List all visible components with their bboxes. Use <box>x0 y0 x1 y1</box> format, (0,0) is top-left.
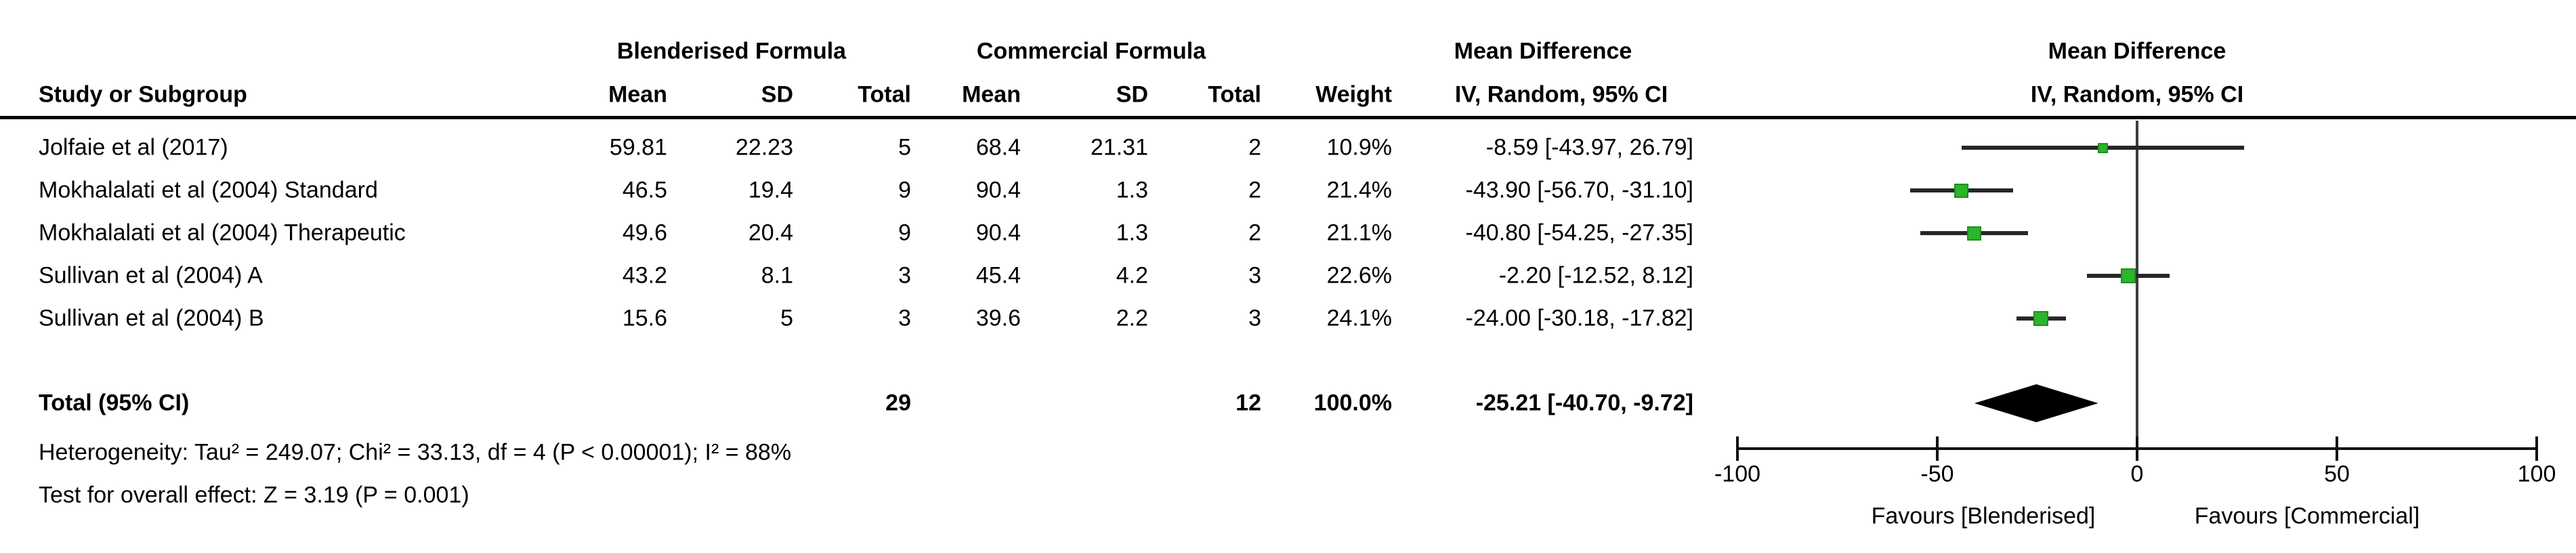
ci-cell: -40.80 [-54.25, -27.35] <box>1465 220 1693 246</box>
axis-tick <box>2136 436 2138 461</box>
group-header-commercial: Commercial Formula <box>976 38 1206 64</box>
mean1-cell: 15.6 <box>622 305 667 331</box>
weight-cell: 21.4% <box>1326 177 1392 203</box>
sd2-cell: 4.2 <box>1116 262 1148 289</box>
sd1-cell: 19.4 <box>748 177 793 203</box>
total-row-label: Total (95% CI) <box>39 390 190 416</box>
study-name: Mokhalalati et al (2004) Therapeutic <box>39 220 406 246</box>
sd2-cell: 21.31 <box>1090 134 1148 161</box>
total-row-total1: 29 <box>885 390 911 416</box>
study-column-header: Study or Subgroup <box>39 81 247 108</box>
plot-ci-column-header: IV, Random, 95% CI <box>2030 81 2244 108</box>
total1-column-header: Total <box>858 81 911 108</box>
sd1-column-header: SD <box>761 81 793 108</box>
ci-cell: -8.59 [-43.97, 26.79] <box>1485 134 1693 161</box>
effect-square-marker <box>2097 142 2108 153</box>
favours-left-label: Favours [Blenderised] <box>1871 503 2096 529</box>
axis-tick-label: -100 <box>1714 461 1761 487</box>
total2-cell: 2 <box>1248 134 1261 161</box>
sd2-cell: 1.3 <box>1116 220 1148 246</box>
axis-tick-label: 0 <box>2130 461 2144 487</box>
mean2-cell: 90.4 <box>975 220 1021 246</box>
total-row-ci-text: -25.21 [-40.70, -9.72] <box>1475 390 1693 416</box>
total1-cell: 9 <box>898 177 911 203</box>
axis-tick <box>1936 436 1939 461</box>
total2-cell: 3 <box>1248 305 1261 331</box>
header-divider <box>0 116 2576 119</box>
mean1-column-header: Mean <box>608 81 667 108</box>
zero-line <box>2136 121 2138 459</box>
effect-column-group-header: Mean Difference <box>1454 38 1632 64</box>
axis-tick-label: 50 <box>2324 461 2350 487</box>
total2-cell: 2 <box>1248 220 1261 246</box>
sd2-cell: 1.3 <box>1116 177 1148 203</box>
sd1-cell: 8.1 <box>761 262 793 289</box>
study-name: Sullivan et al (2004) B <box>39 305 264 331</box>
effect-square-marker <box>1966 226 1981 241</box>
effect-square-marker <box>2121 268 2136 283</box>
mean2-cell: 68.4 <box>975 134 1021 161</box>
weight-cell: 22.6% <box>1326 262 1392 289</box>
mean1-cell: 59.81 <box>609 134 667 161</box>
study-name: Jolfaie et al (2017) <box>39 134 228 161</box>
ci-cell: -2.20 [-12.52, 8.12] <box>1498 262 1693 289</box>
total-row-weight: 100.0% <box>1313 390 1392 416</box>
mean1-cell: 49.6 <box>622 220 667 246</box>
axis-tick <box>2535 436 2538 461</box>
mean2-cell: 45.4 <box>975 262 1021 289</box>
weight-cell: 24.1% <box>1326 305 1392 331</box>
mean2-cell: 90.4 <box>975 177 1021 203</box>
mean2-cell: 39.6 <box>975 305 1021 331</box>
weight-cell: 10.9% <box>1326 134 1392 161</box>
weight-cell: 21.1% <box>1326 220 1392 246</box>
sd1-cell: 5 <box>780 305 793 331</box>
weight-column-header: Weight <box>1315 81 1392 108</box>
mean1-cell: 46.5 <box>622 177 667 203</box>
total1-cell: 3 <box>898 262 911 289</box>
mean2-column-header: Mean <box>962 81 1021 108</box>
ci-column-header: IV, Random, 95% CI <box>1454 81 1668 108</box>
overall-effect-note: Test for overall effect: Z = 3.19 (P = 0… <box>39 482 469 508</box>
ci-cell: -43.90 [-56.70, -31.10] <box>1465 177 1693 203</box>
total-row-total2: 12 <box>1236 390 1261 416</box>
favours-right-label: Favours [Commercial] <box>2194 503 2420 529</box>
heterogeneity-note: Heterogeneity: Tau² = 249.07; Chi² = 33.… <box>39 439 792 466</box>
effect-square-marker <box>2033 311 2049 326</box>
total1-cell: 9 <box>898 220 911 246</box>
sd1-cell: 20.4 <box>748 220 793 246</box>
total1-cell: 5 <box>898 134 911 161</box>
ci-cell: -24.00 [-30.18, -17.82] <box>1465 305 1693 331</box>
sd2-cell: 2.2 <box>1116 305 1148 331</box>
axis-tick-label: 100 <box>2517 461 2556 487</box>
mean1-cell: 43.2 <box>622 262 667 289</box>
study-name: Mokhalalati et al (2004) Standard <box>39 177 378 203</box>
group-header-blenderised: Blenderised Formula <box>616 38 847 64</box>
sd1-cell: 22.23 <box>735 134 793 161</box>
sd2-column-header: SD <box>1116 81 1148 108</box>
study-name: Sullivan et al (2004) A <box>39 262 263 289</box>
total2-cell: 3 <box>1248 262 1261 289</box>
plot-column-group-header: Mean Difference <box>2048 38 2226 64</box>
axis-tick <box>1736 436 1739 461</box>
axis-tick <box>2336 436 2338 461</box>
total2-cell: 2 <box>1248 177 1261 203</box>
total1-cell: 3 <box>898 305 911 331</box>
total2-column-header: Total <box>1208 81 1261 108</box>
effect-square-marker <box>1954 183 1969 198</box>
axis-tick-label: -50 <box>1920 461 1954 487</box>
pooled-diamond <box>1974 384 2098 422</box>
